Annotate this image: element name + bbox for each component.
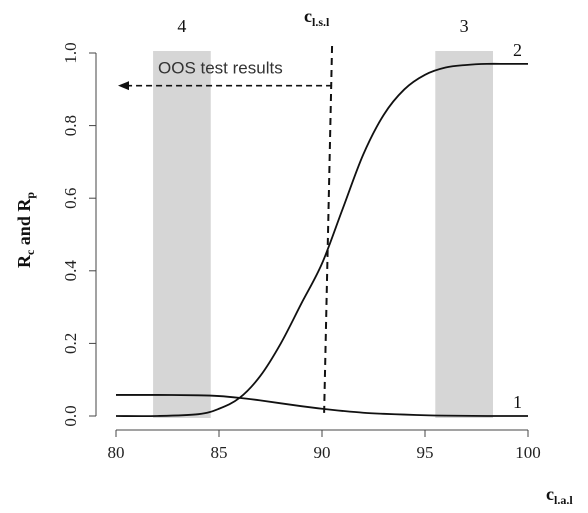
band-3 <box>435 51 493 418</box>
x-tick-label-90: 90 <box>314 443 331 462</box>
x-tick-label-85: 85 <box>211 443 228 462</box>
band-label-4: 4 <box>177 16 186 36</box>
axes-layer: 80 85 90 95 100 0.0 0.2 0.4 0.6 0.8 1.0 <box>61 42 541 462</box>
y-tick-label-1.0: 1.0 <box>61 42 80 63</box>
band-4 <box>153 51 211 418</box>
y-axis-title: Rc and Rp <box>14 192 37 268</box>
vline <box>323 45 334 417</box>
annotation-text: OOS test results <box>158 59 283 78</box>
x-tick-label-80: 80 <box>108 443 125 462</box>
vline-label: cl.s.l <box>304 6 330 29</box>
y-tick-label-0.8: 0.8 <box>61 115 80 136</box>
series-1-line <box>115 394 529 417</box>
series-label-2: 2 <box>513 40 522 60</box>
y-tick-label-0.0: 0.0 <box>61 405 80 426</box>
series-label-1: 1 <box>513 392 522 412</box>
bands-layer <box>153 51 493 418</box>
band-label-3: 3 <box>460 16 469 36</box>
x-tick-label-100: 100 <box>515 443 541 462</box>
annotation-layer: 4 3 1 2 OOS test results <box>118 16 522 417</box>
y-tick-label-0.2: 0.2 <box>61 333 80 354</box>
x-axis-title: cl.a.l <box>546 484 573 507</box>
x-tick-label-95: 95 <box>417 443 434 462</box>
annotation-arrowhead <box>118 81 129 91</box>
y-tick-label-0.4: 0.4 <box>61 260 80 282</box>
lines-layer <box>115 62 529 418</box>
series-2-line <box>115 62 528 418</box>
y-tick-label-0.6: 0.6 <box>61 188 80 209</box>
